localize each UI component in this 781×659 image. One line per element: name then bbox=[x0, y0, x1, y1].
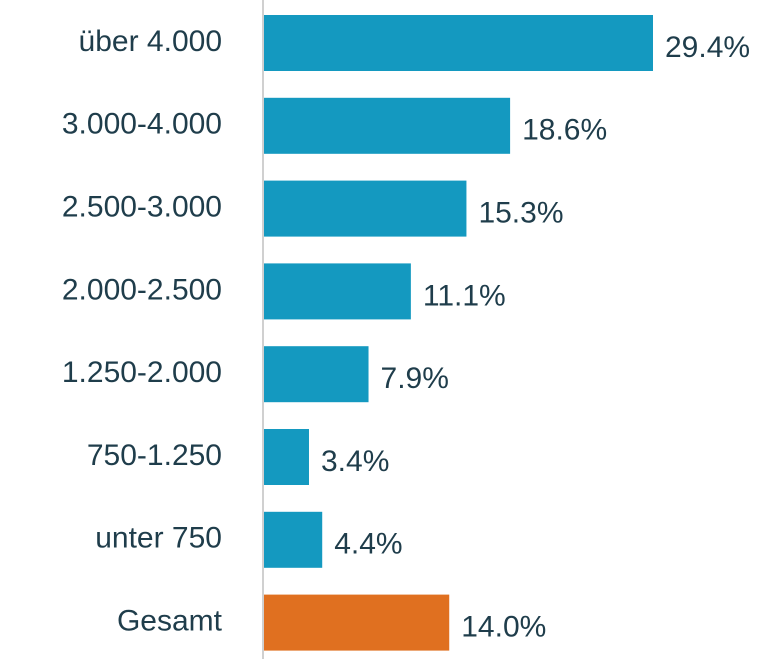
category-label: 2.000-2.500 bbox=[62, 273, 222, 306]
bar bbox=[264, 429, 309, 485]
category-label: 2.500-3.000 bbox=[62, 191, 222, 224]
value-label: 15.3% bbox=[478, 197, 563, 230]
value-label: 11.1% bbox=[423, 279, 506, 312]
value-label: 14.0% bbox=[461, 611, 546, 644]
category-label: 750-1.250 bbox=[87, 439, 222, 472]
category-label: Gesamt bbox=[117, 605, 223, 638]
bar bbox=[264, 180, 467, 237]
category-label: unter 750 bbox=[95, 522, 222, 555]
value-label: 7.9% bbox=[381, 362, 449, 395]
bar bbox=[264, 15, 653, 71]
bar bbox=[264, 97, 511, 154]
category-label: 1.250-2.000 bbox=[62, 356, 222, 389]
bar bbox=[264, 346, 369, 403]
value-label: 3.4% bbox=[321, 445, 389, 478]
value-label: 29.4% bbox=[665, 31, 750, 64]
value-label: 4.4% bbox=[334, 528, 402, 561]
bar bbox=[264, 594, 450, 651]
category-label: über 4.000 bbox=[79, 25, 222, 58]
category-label: 3.000-4.000 bbox=[62, 108, 222, 141]
bar bbox=[264, 511, 323, 568]
bar bbox=[264, 263, 411, 320]
value-label: 18.6% bbox=[522, 114, 607, 147]
